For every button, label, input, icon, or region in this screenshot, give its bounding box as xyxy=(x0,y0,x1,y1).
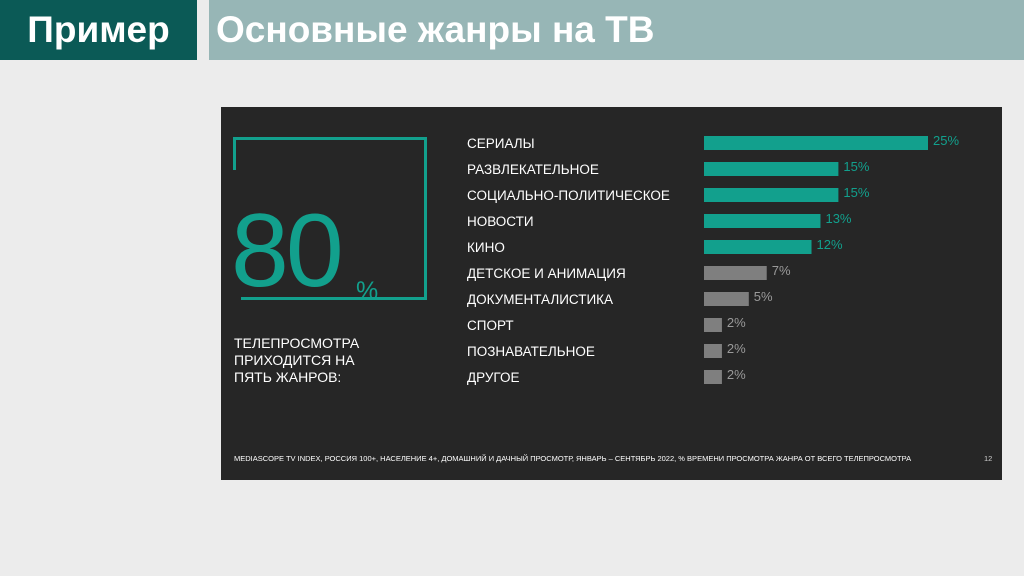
bar xyxy=(704,136,928,150)
category-label: ПОЗНАВАТЕЛЬНОЕ xyxy=(467,344,595,359)
bar xyxy=(704,292,749,306)
infographic-panel: 80 % ТЕЛЕПРОСМОТРА ПРИХОДИТСЯ НА ПЯТЬ ЖА… xyxy=(221,107,1002,480)
category-label: ДРУГОЕ xyxy=(467,370,519,385)
category-label: КИНО xyxy=(467,240,505,255)
source-note: MEDIASCOPE TV INDEX, РОССИЯ 100+, НАСЕЛЕ… xyxy=(234,454,912,463)
caption-line: ТЕЛЕПРОСМОТРА xyxy=(234,335,360,351)
value-label: 7% xyxy=(772,263,791,278)
value-label: 5% xyxy=(754,289,773,304)
bar xyxy=(704,214,821,228)
bar xyxy=(704,162,839,176)
highlight-number: 80 xyxy=(231,193,344,309)
value-label: 13% xyxy=(825,211,851,226)
value-label: 15% xyxy=(843,159,869,174)
category-label: НОВОСТИ xyxy=(467,214,534,229)
value-label: 2% xyxy=(727,341,746,356)
category-label: РАЗВЛЕКАТЕЛЬНОЕ xyxy=(467,162,599,177)
bar xyxy=(704,370,722,384)
category-label: ДОКУМЕНТАЛИСТИКА xyxy=(467,292,613,307)
highlight-caption: ТЕЛЕПРОСМОТРА ПРИХОДИТСЯ НА ПЯТЬ ЖАНРОВ: xyxy=(234,335,384,386)
frame-gap xyxy=(233,170,241,346)
category-label: СОЦИАЛЬНО-ПОЛИТИЧЕСКОЕ xyxy=(467,188,670,203)
caption-line: ПРИХОДИТСЯ НА xyxy=(234,352,355,368)
caption-line: ПЯТЬ ЖАНРОВ: xyxy=(234,369,342,385)
category-label: ДЕТСКОЕ И АНИМАЦИЯ xyxy=(467,266,626,281)
bar xyxy=(704,266,767,280)
value-label: 25% xyxy=(933,133,959,148)
category-label: СЕРИАЛЫ xyxy=(467,136,535,151)
bar xyxy=(704,188,839,202)
slide-title: Основные жанры на ТВ xyxy=(209,0,1024,60)
slide-label: Пример xyxy=(0,0,197,60)
highlight-unit: % xyxy=(356,277,379,305)
value-label: 2% xyxy=(727,315,746,330)
page-number: 12 xyxy=(984,454,993,463)
bar xyxy=(704,240,812,254)
value-label: 12% xyxy=(817,237,843,252)
bar xyxy=(704,344,722,358)
genre-bar-chart: СЕРИАЛЫ 25% РАЗВЛЕКАТЕЛЬНОЕ 15% СОЦИАЛЬНО-ПО… xyxy=(467,133,959,385)
bar xyxy=(704,318,722,332)
category-label: СПОРТ xyxy=(467,318,514,333)
value-label: 2% xyxy=(727,367,746,382)
value-label: 15% xyxy=(843,185,869,200)
